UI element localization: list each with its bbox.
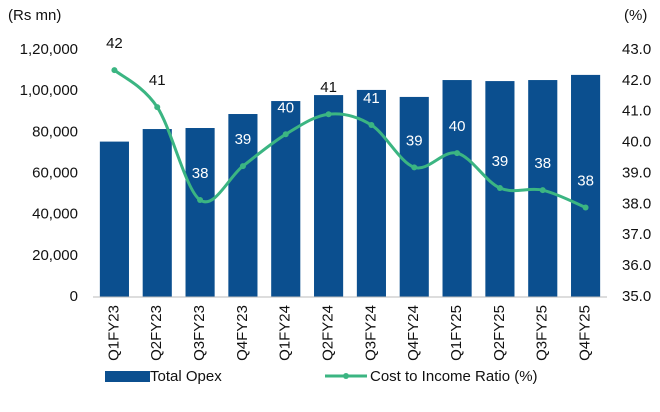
y-axis-label: (Rs mn): [8, 7, 61, 24]
y-tick-label: 0: [70, 288, 78, 305]
data-label: 39: [235, 131, 252, 148]
x-tick-label: Q3FY25: [534, 305, 551, 361]
line-point: [239, 163, 246, 170]
line-point: [325, 111, 332, 118]
y-tick-label: 40,000: [32, 206, 78, 223]
legend-label: Total Opex: [150, 368, 222, 385]
y2-tick-label: 37.0: [622, 226, 651, 243]
bar: [185, 128, 215, 297]
data-label: 42: [106, 35, 123, 52]
legend-swatch: [105, 371, 150, 382]
line-point: [539, 187, 546, 194]
bar: [142, 129, 172, 297]
data-label: 41: [363, 90, 380, 107]
line-point: [111, 67, 118, 74]
data-label: 41: [149, 72, 166, 89]
x-tick-label: Q3FY24: [362, 305, 379, 361]
data-label: 41: [320, 79, 337, 96]
y2-axis-label: (%): [624, 7, 647, 24]
line-point: [582, 204, 589, 211]
y2-tick-label: 41.0: [622, 103, 651, 120]
line-point: [368, 122, 375, 129]
bar: [442, 80, 472, 297]
data-label: 38: [577, 172, 594, 189]
line-point: [411, 164, 418, 171]
data-label: 40: [449, 118, 466, 135]
x-tick-label: Q1FY23: [105, 305, 122, 361]
x-tick-label: Q2FY23: [148, 305, 165, 361]
data-label: 38: [534, 155, 551, 172]
bar: [271, 101, 301, 298]
bar: [314, 95, 344, 297]
line-point: [282, 131, 289, 138]
data-label: 39: [406, 132, 423, 149]
y2-tick-label: 39.0: [622, 164, 651, 181]
x-tick-label: Q4FY25: [577, 305, 594, 361]
x-tick-label: Q4FY23: [234, 305, 251, 361]
x-tick-label: Q1FY25: [448, 305, 465, 361]
line-point: [454, 150, 461, 157]
data-label: 40: [277, 99, 294, 116]
data-label: 39: [492, 153, 509, 170]
y2-tick-label: 38.0: [622, 195, 651, 212]
y2-tick-label: 42.0: [622, 72, 651, 89]
y2-tick-label: 43.0: [622, 41, 651, 58]
legend-label: Cost to Income Ratio (%): [370, 368, 538, 385]
y-tick-label: 1,20,000: [20, 41, 78, 58]
x-tick-label: Q2FY25: [491, 305, 508, 361]
bar: [399, 96, 429, 298]
legend-swatch: [343, 373, 349, 379]
data-label: 38: [192, 165, 209, 182]
line-point: [496, 185, 503, 192]
y-tick-label: 60,000: [32, 164, 78, 181]
bar: [99, 141, 129, 297]
x-tick-label: Q1FY24: [277, 305, 294, 361]
bar: [571, 74, 601, 298]
x-tick-label: Q4FY24: [405, 305, 422, 361]
bar: [228, 114, 258, 298]
line-point: [154, 104, 161, 111]
x-tick-label: Q3FY23: [191, 305, 208, 361]
line-point: [197, 197, 204, 204]
y2-tick-label: 36.0: [622, 257, 651, 274]
y2-tick-label: 35.0: [622, 288, 651, 305]
y-tick-label: 20,000: [32, 247, 78, 264]
x-tick-label: Q2FY24: [320, 305, 337, 361]
y-tick-label: 80,000: [32, 123, 78, 140]
y2-tick-label: 40.0: [622, 134, 651, 151]
line: [113, 68, 587, 209]
y-tick-label: 1,00,000: [20, 82, 78, 99]
